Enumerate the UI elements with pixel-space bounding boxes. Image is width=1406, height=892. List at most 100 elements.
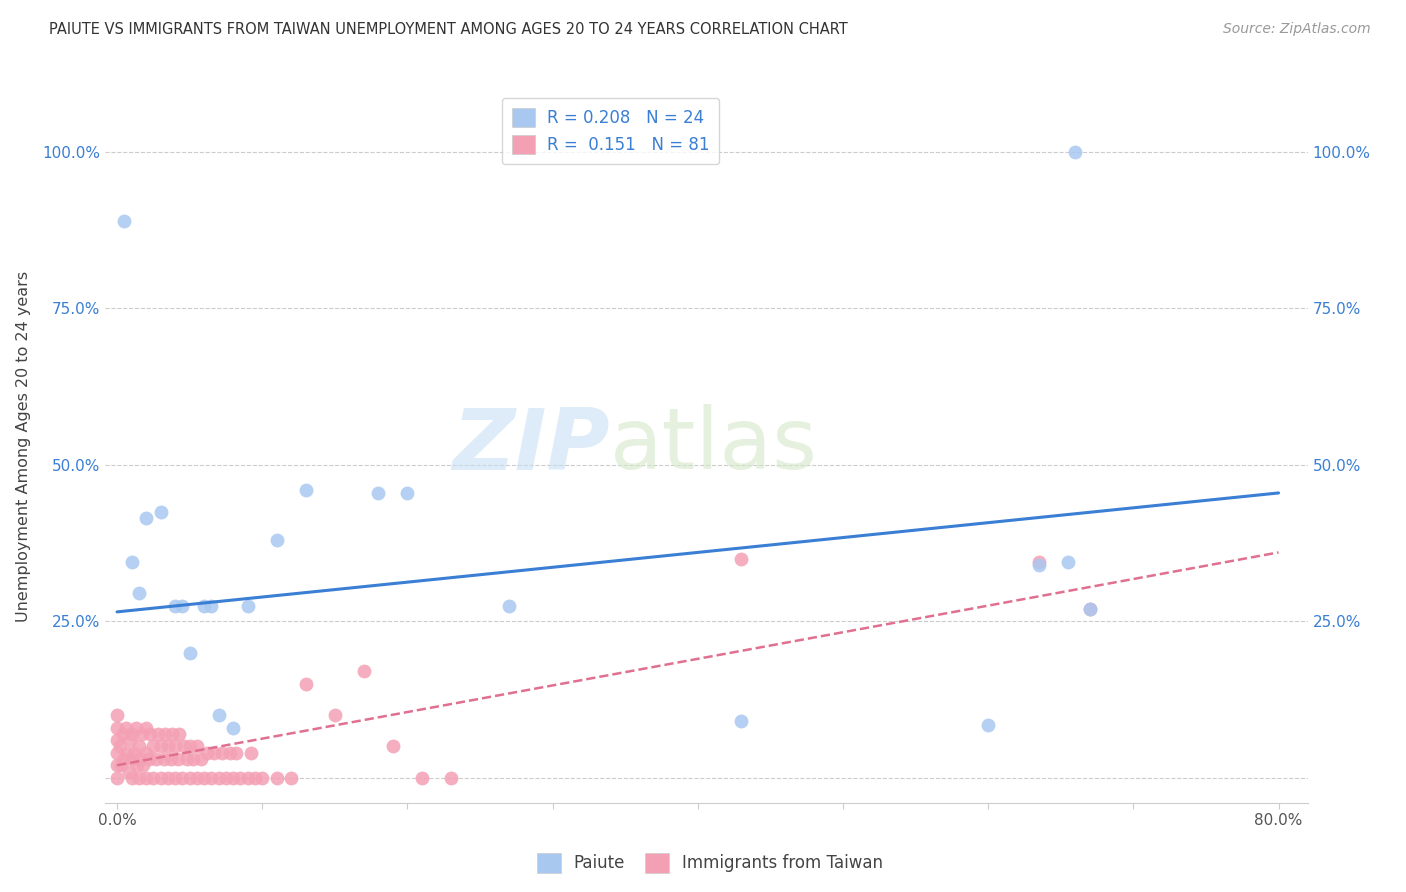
Point [202, 746, 225, 760]
Point [1064, 145, 1087, 159]
Point [295, 677, 318, 691]
Text: Source: ZipAtlas.com: Source: ZipAtlas.com [1223, 22, 1371, 37]
Point [156, 739, 179, 754]
Point [215, 771, 238, 785]
Point [200, 771, 222, 785]
Point [149, 739, 172, 754]
Point [173, 739, 195, 754]
Text: PAIUTE VS IMMIGRANTS FROM TAIWAN UNEMPLOYMENT AMONG AGES 20 TO 24 YEARS CORRELAT: PAIUTE VS IMMIGRANTS FROM TAIWAN UNEMPLO… [49, 22, 848, 37]
Point [222, 771, 245, 785]
Point [179, 771, 201, 785]
Legend: Paiute, Immigrants from Taiwan: Paiute, Immigrants from Taiwan [530, 847, 890, 880]
Point [172, 599, 194, 613]
Point [112, 213, 135, 227]
Point [121, 555, 143, 569]
Point [105, 708, 128, 723]
Point [135, 771, 157, 785]
Point [186, 771, 208, 785]
Point [165, 599, 187, 613]
Point [280, 771, 302, 785]
Y-axis label: Unemployment Among Ages 20 to 24 years: Unemployment Among Ages 20 to 24 years [17, 270, 31, 622]
Point [176, 752, 198, 766]
Point [120, 733, 142, 747]
Point [730, 551, 752, 566]
Point [156, 771, 179, 785]
Point [115, 746, 138, 760]
Point [236, 599, 259, 613]
Point [128, 586, 150, 600]
Point [135, 721, 157, 735]
Point [145, 752, 167, 766]
Point [195, 746, 218, 760]
Point [179, 646, 201, 660]
Point [149, 771, 172, 785]
Point [121, 752, 143, 766]
Point [111, 727, 134, 741]
Legend: R = 0.208   N = 24, R =  0.151   N = 81: R = 0.208 N = 24, R = 0.151 N = 81 [502, 97, 718, 164]
Point [108, 739, 131, 754]
Point [149, 505, 172, 519]
Point [132, 758, 155, 772]
Point [129, 752, 152, 766]
Point [124, 746, 146, 760]
Point [211, 746, 233, 760]
Point [169, 727, 191, 741]
Point [105, 758, 128, 772]
Point [208, 708, 231, 723]
Point [152, 752, 174, 766]
Point [105, 721, 128, 735]
Point [323, 708, 346, 723]
Point [138, 752, 160, 766]
Point [1078, 601, 1101, 615]
Point [121, 727, 143, 741]
Point [142, 739, 165, 754]
Point [179, 739, 201, 754]
Point [498, 599, 520, 613]
Point [159, 752, 181, 766]
Point [135, 746, 157, 760]
Point [146, 727, 169, 741]
Point [266, 771, 288, 785]
Text: ZIP: ZIP [453, 404, 610, 488]
Point [411, 771, 433, 785]
Point [190, 752, 212, 766]
Point [135, 511, 157, 525]
Point [186, 739, 208, 754]
Point [105, 771, 128, 785]
Point [127, 758, 149, 772]
Point [239, 746, 262, 760]
Point [243, 771, 266, 785]
Text: atlas: atlas [610, 404, 818, 488]
Point [114, 721, 136, 735]
Point [125, 721, 148, 735]
Point [219, 746, 242, 760]
Point [208, 771, 231, 785]
Point [118, 764, 141, 779]
Point [229, 771, 252, 785]
Point [112, 752, 135, 766]
Point [200, 599, 222, 613]
Point [121, 771, 143, 785]
Point [367, 486, 389, 500]
Point [110, 758, 132, 772]
Point [396, 486, 419, 500]
Point [1028, 558, 1050, 572]
Point [353, 665, 375, 679]
Point [128, 739, 150, 754]
Point [128, 771, 150, 785]
Point [295, 483, 318, 497]
Point [236, 771, 259, 785]
Point [131, 727, 153, 741]
Point [1057, 555, 1080, 569]
Point [252, 771, 274, 785]
Point [1028, 555, 1050, 569]
Point [193, 771, 215, 785]
Point [172, 771, 194, 785]
Point [222, 721, 245, 735]
Point [266, 533, 288, 547]
Point [105, 733, 128, 747]
Point [1078, 601, 1101, 615]
Point [167, 752, 190, 766]
Point [139, 727, 162, 741]
Point [162, 727, 183, 741]
